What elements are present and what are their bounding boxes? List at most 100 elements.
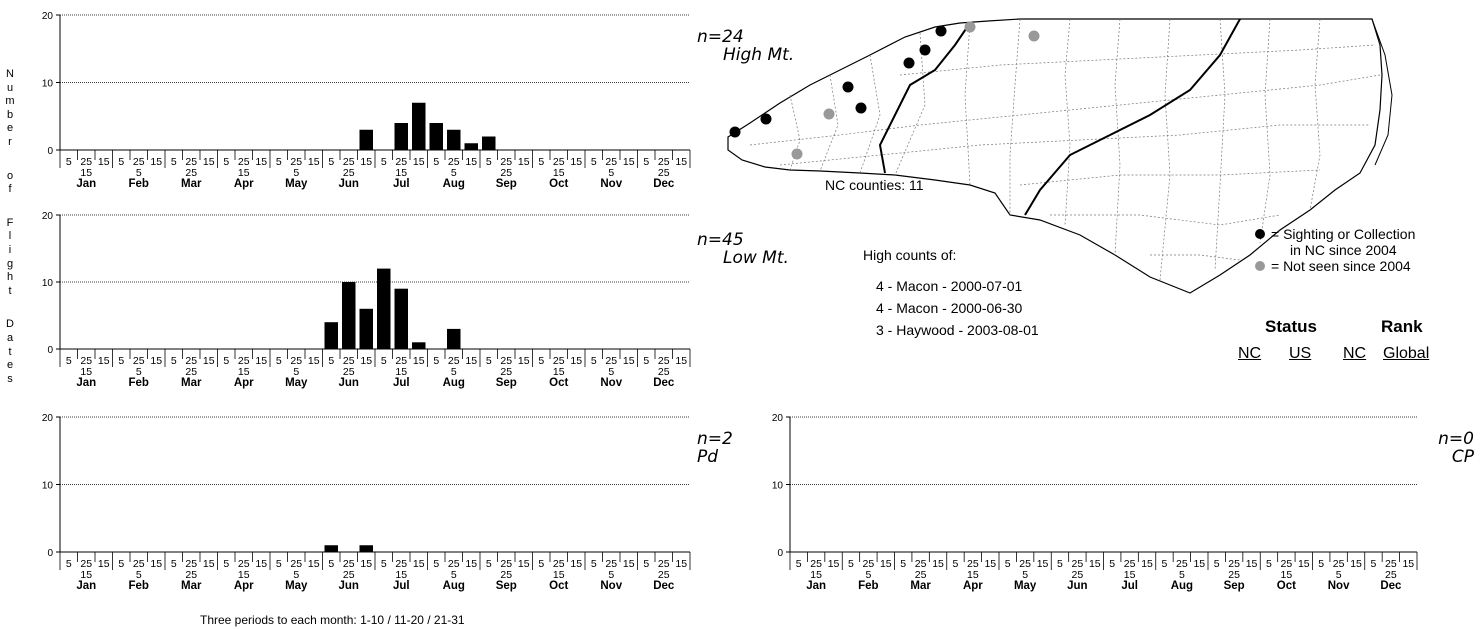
- period-label: 5: [643, 558, 649, 570]
- period-label-bottom: 15: [80, 167, 92, 179]
- period-label: 15: [413, 558, 425, 570]
- period-label: 25: [238, 558, 250, 570]
- period-label: 5: [276, 558, 282, 570]
- n-label-pd: n=2 Pd: [697, 429, 733, 467]
- period-label: 25: [395, 156, 407, 168]
- month-label: Jan: [76, 580, 96, 592]
- period-label: 5: [381, 156, 387, 168]
- period-label: 15: [203, 156, 215, 168]
- period-label-bottom: 5: [451, 167, 457, 179]
- high-count-item: 4 - Macon - 2000-06-30: [876, 300, 1023, 316]
- period-label-bottom: 25: [185, 366, 197, 378]
- period-label-bottom: 15: [80, 569, 92, 581]
- y-tick-label: 20: [42, 211, 54, 222]
- period-label: 5: [591, 558, 597, 570]
- period-label: 25: [133, 156, 145, 168]
- bar: [324, 545, 338, 552]
- bar: [359, 129, 373, 150]
- period-label: 25: [500, 156, 512, 168]
- period-label: 15: [518, 558, 530, 570]
- period-label: 25: [553, 558, 565, 570]
- y-tick-label: 0: [47, 146, 53, 157]
- period-label: 15: [518, 156, 530, 168]
- period-label: 25: [80, 156, 92, 168]
- period-label: 25: [395, 355, 407, 367]
- period-label: 15: [360, 355, 372, 367]
- bar: [412, 102, 426, 150]
- period-label: 25: [185, 558, 197, 570]
- period-label-bottom: 5: [608, 569, 614, 581]
- month-label: Feb: [129, 580, 149, 592]
- period-label: 15: [255, 355, 267, 367]
- period-label: 25: [80, 355, 92, 367]
- month-label: Jul: [393, 377, 410, 389]
- period-label: 25: [133, 355, 145, 367]
- period-label-bottom: 15: [238, 366, 250, 378]
- high-counts-title: High counts of:: [863, 247, 957, 263]
- period-label: 15: [308, 558, 320, 570]
- period-label-bottom: 25: [185, 569, 197, 581]
- month-label: Sep: [496, 580, 517, 592]
- period-label: 5: [328, 156, 334, 168]
- period-label: 5: [900, 558, 906, 570]
- period-label: 5: [171, 355, 177, 367]
- period-label: 25: [1281, 558, 1293, 570]
- period-label: 15: [255, 558, 267, 570]
- period-label-bottom: 25: [658, 366, 670, 378]
- period-label: 25: [1019, 558, 1031, 570]
- y-tick-label: 0: [47, 548, 53, 559]
- period-label-bottom: 25: [915, 569, 927, 581]
- bar: [482, 136, 496, 150]
- month-label: Jun: [339, 178, 359, 190]
- month-label: Nov: [600, 178, 622, 190]
- bar: [359, 308, 373, 349]
- period-label-bottom: 25: [500, 366, 512, 378]
- period-label: 5: [1057, 558, 1063, 570]
- period-label: 15: [308, 156, 320, 168]
- period-label-bottom: 15: [238, 167, 250, 179]
- period-label-bottom: 5: [136, 366, 142, 378]
- period-label: 5: [1162, 558, 1168, 570]
- period-label: 15: [1298, 558, 1310, 570]
- period-label-bottom: 5: [136, 167, 142, 179]
- period-label: 25: [448, 558, 460, 570]
- period-label: 5: [486, 558, 492, 570]
- bar: [394, 123, 408, 150]
- period-label: 5: [848, 558, 854, 570]
- period-label: 5: [538, 558, 544, 570]
- period-label-bottom: 15: [1124, 569, 1136, 581]
- period-label-bottom: 15: [967, 569, 979, 581]
- bar: [324, 322, 338, 349]
- period-label: 15: [465, 156, 477, 168]
- period-label-bottom: 5: [136, 569, 142, 581]
- high-count-item: 3 - Haywood - 2003-08-01: [876, 322, 1039, 338]
- month-label: Oct: [549, 580, 568, 592]
- month-label: Jun: [339, 377, 359, 389]
- period-label: 25: [395, 558, 407, 570]
- period-label-bottom: 25: [343, 167, 355, 179]
- period-label: 5: [433, 156, 439, 168]
- period-label: 15: [1350, 558, 1362, 570]
- y-tick-label: 0: [47, 345, 53, 356]
- gray-dot-icon: [1255, 261, 1265, 271]
- rank-nc: NC: [1343, 345, 1367, 362]
- sighting-dot: [903, 57, 915, 69]
- period-label: 25: [238, 355, 250, 367]
- sighting-dot: [855, 102, 867, 114]
- period-label: 15: [1193, 558, 1205, 570]
- period-label-bottom: 25: [500, 167, 512, 179]
- period-label: 5: [433, 355, 439, 367]
- old-sighting-dot: [1028, 30, 1040, 42]
- period-label-bottom: 25: [658, 167, 670, 179]
- county-lines: [749, 18, 1381, 281]
- period-label: 25: [967, 558, 979, 570]
- sighting-dot: [842, 81, 854, 93]
- period-label: 25: [500, 558, 512, 570]
- bar: [394, 288, 408, 349]
- sighting-dot: [935, 25, 947, 37]
- period-label-bottom: 15: [238, 569, 250, 581]
- period-label-bottom: 15: [553, 167, 565, 179]
- period-label-bottom: 5: [293, 569, 299, 581]
